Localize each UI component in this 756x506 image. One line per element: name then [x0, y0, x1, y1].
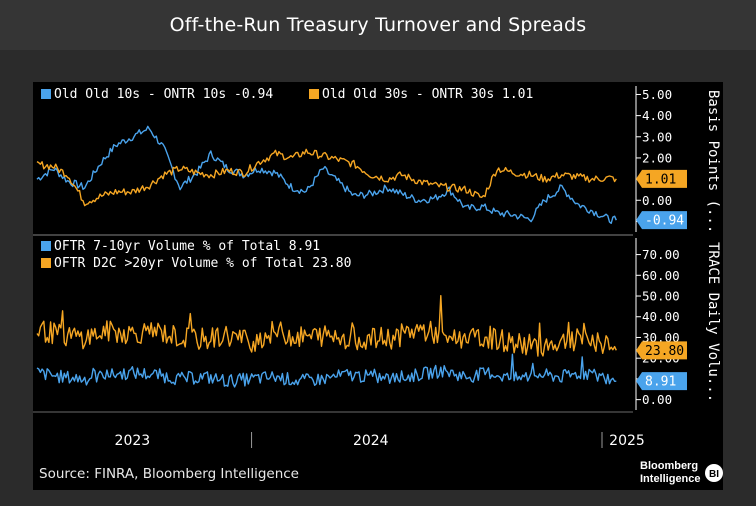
- grid-layer: [33, 234, 633, 413]
- series-line-2-1: [36, 353, 617, 388]
- bi-badge-text: BI: [709, 469, 719, 480]
- title-bar: Off-the-Run Treasury Turnover and Spread…: [0, 0, 756, 50]
- last-value-label: 23.80: [645, 344, 684, 359]
- legend-entry: OFTR 7-10yr Volume % of Total 8.91: [54, 239, 320, 254]
- series-layer: [36, 125, 617, 388]
- y-tick-label: 70.00: [642, 247, 680, 262]
- legend-entry: Old Old 30s - ONTR 30s 1.01: [322, 87, 533, 102]
- y-tick-label: 5.00: [642, 87, 672, 102]
- y-tick-label: 40.00: [642, 309, 680, 324]
- series-line-1-1: [36, 125, 617, 225]
- y-tick-label: 30.00: [642, 330, 680, 345]
- last-value-label: -0.94: [645, 214, 684, 229]
- series-line-2-2: [36, 294, 617, 357]
- source-note: Source: FINRA, Bloomberg Intelligence: [39, 466, 299, 482]
- y-tick-label: 2.00: [642, 150, 672, 165]
- y-tick-label: 50.00: [642, 289, 680, 304]
- x-tick-label: 2025: [609, 433, 645, 449]
- y-tick-label: 0.00: [642, 193, 672, 208]
- last-value-badge: [636, 372, 687, 391]
- chart-title: Off-the-Run Treasury Turnover and Spread…: [169, 14, 587, 36]
- y-axis-title-1: Basis Points (...: [705, 90, 721, 233]
- series-line-1-2: [36, 148, 617, 207]
- legend-swatch: [41, 89, 51, 99]
- logo-line-2: Intelligence: [640, 473, 701, 485]
- x-tick-label: 2024: [353, 433, 389, 449]
- y-axis-title-2: TRACE Daily Volu...: [705, 242, 721, 402]
- logo-line-1: Bloomberg: [640, 460, 698, 472]
- last-value-label: 1.01: [645, 172, 676, 187]
- legend-entry: Old Old 10s - ONTR 10s -0.94: [54, 87, 273, 102]
- bi-badge-icon: [705, 464, 723, 482]
- y-tick-label: 60.00: [642, 268, 680, 283]
- legend-swatch: [41, 241, 51, 251]
- legend-layer: Old Old 10s - ONTR 10s -0.94 Old Old 30s …: [41, 87, 533, 271]
- legend-swatch: [309, 89, 319, 99]
- last-value-badge: [636, 341, 687, 360]
- y-tick-label: 0.00: [642, 392, 672, 407]
- y-tick-label: 3.00: [642, 129, 672, 144]
- y-tick-label: 4.00: [642, 108, 672, 123]
- legend-entry: OFTR D2C >20yr Volume % of Total 23.80: [54, 256, 351, 271]
- x-tick-label: 2023: [115, 433, 151, 449]
- last-value-badge: [636, 169, 687, 188]
- legend-swatch: [41, 258, 51, 268]
- bloomberg-intelligence-logo: Bloomberg Intelligence BI: [640, 460, 723, 485]
- last-value-label: 8.91: [645, 375, 676, 390]
- last-value-badge: [636, 211, 687, 230]
